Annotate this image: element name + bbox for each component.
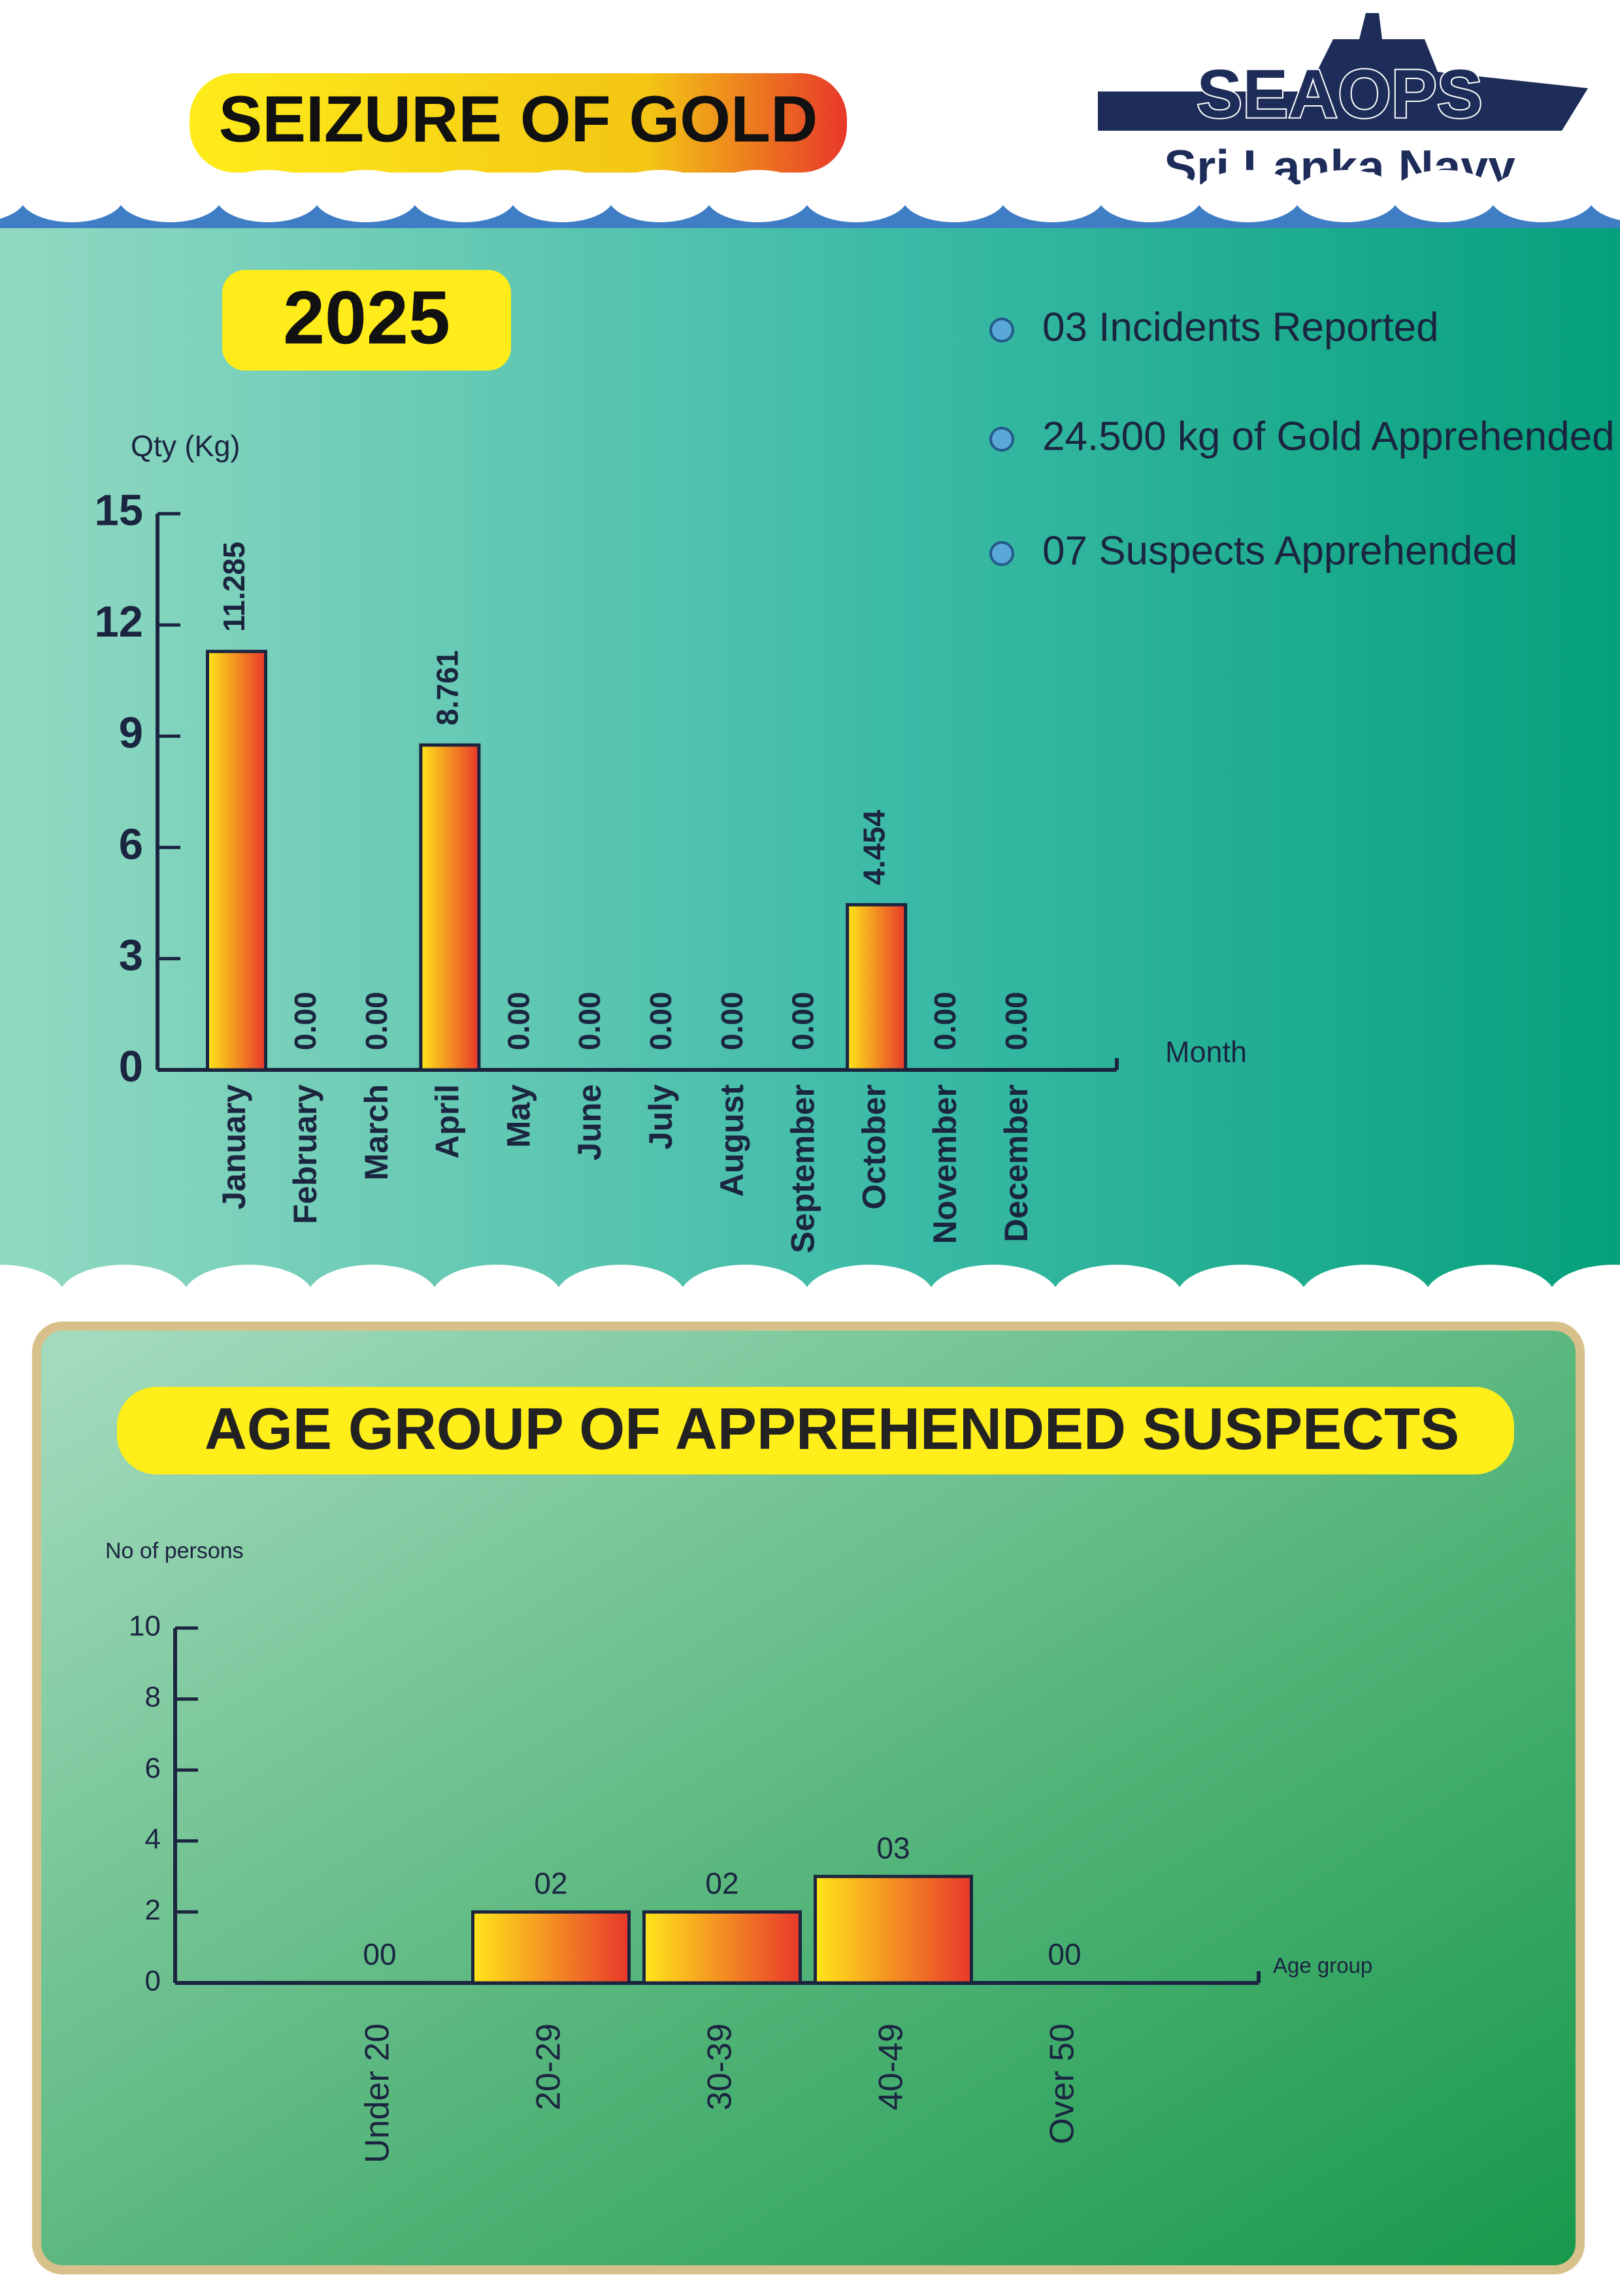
title-pill [190, 73, 847, 173]
page-title: SEIZURE OF GOLD [219, 82, 818, 156]
highlight-text: 07 Suspects Apprehended [1042, 528, 1517, 573]
wave-top [510, 170, 614, 222]
age-title-pill [117, 1387, 1514, 1474]
value-label: 0.00 [644, 991, 678, 1050]
value-label: 0.00 [359, 991, 393, 1050]
x-tick-label: May [500, 1084, 537, 1148]
value-label: 0.00 [786, 991, 820, 1050]
value-label: 02 [534, 1867, 567, 1901]
x-tick-label: 20-29 [530, 2023, 568, 2110]
value-label: 8.761 [431, 650, 465, 725]
wave-top [412, 170, 516, 222]
x-tick-label: February [287, 1084, 323, 1224]
wave-top [1000, 170, 1104, 222]
value-label: 0.00 [572, 991, 606, 1050]
x-tick-label: August [714, 1084, 750, 1197]
x-tick-label: April [429, 1084, 466, 1159]
x-tick-label: 30-39 [701, 2023, 739, 2110]
age-title: AGE GROUP OF APPREHENDED SUSPECTS [205, 1397, 1459, 1462]
y-tick-label: 6 [145, 1752, 161, 1784]
x-tick-label: June [571, 1084, 608, 1161]
waves [0, 170, 1620, 1330]
value-label: 0.00 [928, 991, 962, 1050]
bar [814, 1874, 973, 1985]
wave-top [0, 173, 26, 219]
bar [846, 903, 908, 1072]
bar [206, 650, 267, 1072]
highlight-text: 24.500 kg of Gold Apprehended [1042, 414, 1615, 459]
value-label: 0.00 [999, 991, 1033, 1050]
x-tick-label: December [998, 1084, 1034, 1242]
y-tick-label: 8 [145, 1681, 161, 1713]
x-tick-label: March [358, 1084, 395, 1180]
logo-text: SEAOPS [1197, 56, 1483, 133]
bullet [989, 318, 1014, 342]
wave-top [1392, 170, 1496, 222]
bar [642, 1910, 802, 1985]
wave-top [1588, 172, 1620, 220]
x-tick-label: 40-49 [872, 2023, 910, 2110]
wave-top [902, 170, 1006, 222]
wave-top [216, 170, 320, 222]
y-tick-label: 6 [119, 820, 143, 869]
y-tick-label: 3 [119, 931, 143, 980]
year-label: 2025 [283, 276, 450, 359]
bullet [989, 541, 1014, 566]
x-tick-label: Under 20 [359, 2023, 397, 2163]
value-label: 02 [705, 1867, 738, 1901]
wave-fill [0, 1294, 1620, 1301]
value-label: 11.285 [217, 542, 251, 632]
y-tick-label: 15 [94, 486, 143, 535]
x-tick-label: November [927, 1084, 963, 1244]
y-tick-label: 4 [145, 1823, 161, 1855]
highlights: 03 Incidents Reported 24.500 kg of Gold A… [989, 305, 1615, 573]
wave-top [1196, 170, 1300, 222]
x-tick-label: January [216, 1084, 252, 1210]
y-axis-label: No of persons [105, 1539, 244, 1563]
bar [471, 1910, 631, 1985]
x-axis-label: Month [1165, 1035, 1247, 1069]
age-panel [32, 1322, 1585, 2274]
y-tick-label: 9 [119, 708, 143, 757]
value-label: 0.00 [501, 991, 535, 1050]
wave-top [314, 170, 418, 222]
bar [419, 743, 481, 1072]
y-tick-label: 10 [129, 1610, 161, 1642]
value-label: 4.454 [857, 810, 891, 886]
y-axis-label: Qty (Kg) [131, 429, 240, 463]
value-label: 03 [876, 1831, 910, 1865]
x-tick-label: July [642, 1084, 679, 1150]
y-tick-label: 0 [119, 1042, 143, 1091]
value-label: 0.00 [288, 991, 322, 1050]
year-pill [222, 270, 511, 371]
x-axis-label: Age group [1273, 1954, 1372, 1978]
wave-top [706, 170, 810, 222]
teal-section [0, 205, 1620, 1293]
value-label: 00 [1048, 1937, 1081, 1971]
bullet [989, 427, 1014, 452]
x-tick-label: October [855, 1084, 892, 1210]
wave-top [608, 170, 712, 222]
wave-top [118, 170, 222, 222]
highlight-text: 03 Incidents Reported [1042, 305, 1439, 350]
y-tick-label: 12 [94, 597, 143, 646]
wave-top [20, 170, 124, 222]
y-tick-label: 2 [145, 1894, 161, 1926]
x-tick-label: September [785, 1084, 821, 1253]
ship-icon [1098, 13, 1588, 131]
value-label: 00 [363, 1937, 396, 1971]
y-tick-label: 0 [145, 1965, 161, 1997]
wave-top [804, 170, 908, 222]
wave-top [1098, 170, 1202, 222]
wave-top [1294, 170, 1398, 222]
wave-top [1490, 170, 1595, 222]
value-label: 0.00 [715, 991, 749, 1050]
x-tick-label: Over 50 [1044, 2023, 1082, 2144]
